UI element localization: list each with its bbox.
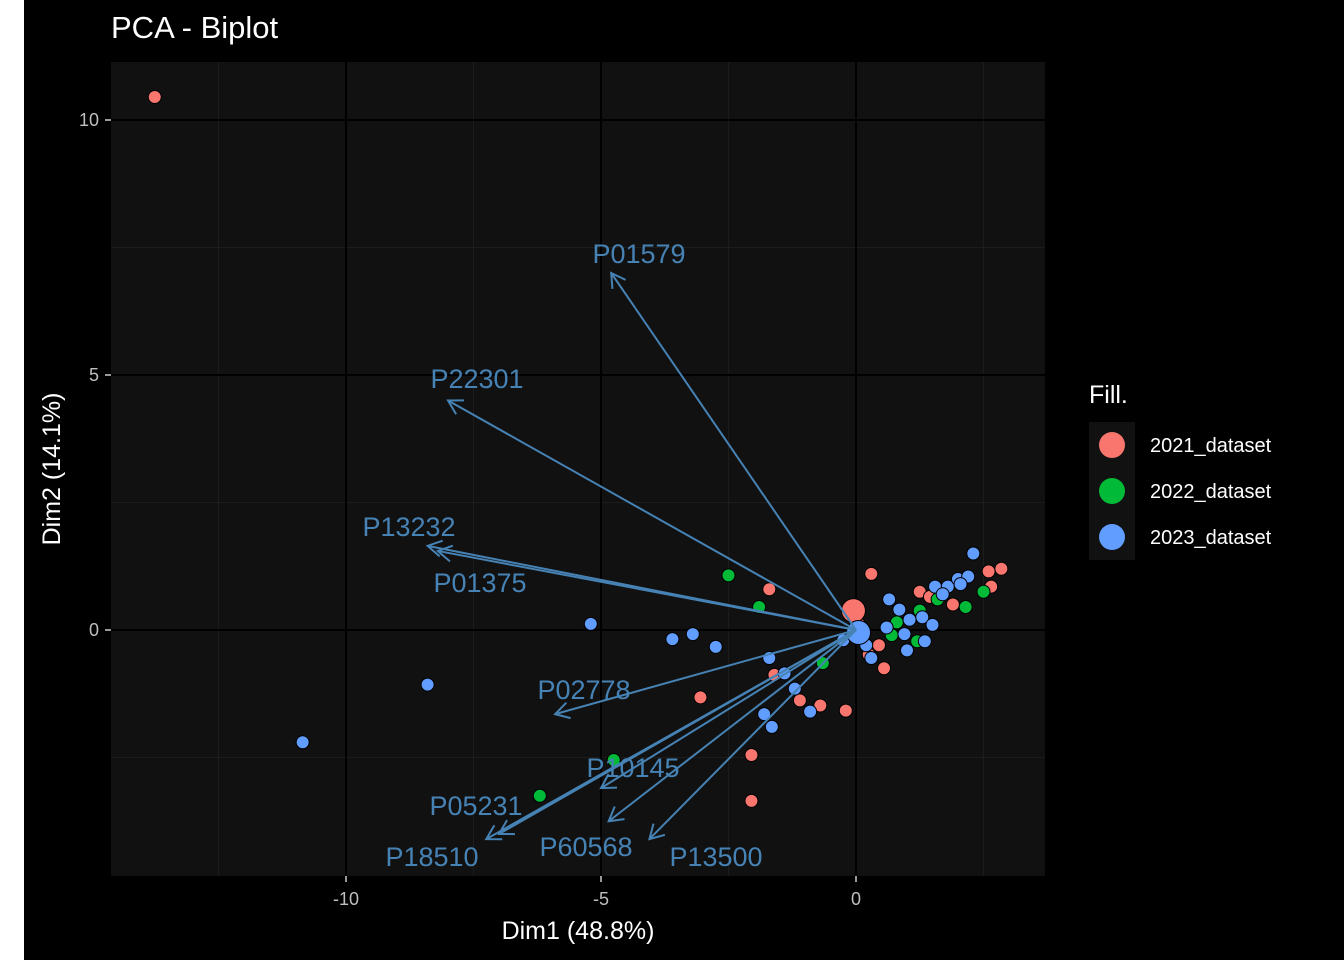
variable-arrows [425, 271, 857, 841]
variable-label: P02778 [537, 675, 630, 705]
data-point [693, 690, 708, 705]
variable-label: P01375 [433, 568, 526, 598]
data-point [532, 788, 547, 803]
data-point [864, 566, 879, 581]
data-point [792, 693, 807, 708]
legend-label: 2023_dataset [1150, 527, 1272, 549]
variable-arrowhead [484, 824, 503, 841]
x-tick-label: -5 [593, 889, 609, 909]
data-point [902, 612, 917, 627]
data-point [897, 627, 912, 642]
chart-title: PCA - Biplot [111, 10, 279, 45]
data-point [744, 747, 759, 762]
axis-ticks: -10 -5 0 0 5 10 [79, 110, 861, 909]
variable-label: P10145 [586, 753, 679, 783]
variable-arrow [610, 272, 857, 631]
data-point [757, 707, 772, 722]
variable-label: P13500 [669, 842, 762, 872]
variable-arrowhead [610, 271, 627, 290]
data-point [764, 719, 779, 734]
data-point [583, 616, 598, 631]
variable-label: P01579 [592, 239, 685, 269]
legend-title: Fill. [1089, 381, 1128, 409]
variable-arrowhead [435, 544, 454, 563]
variable-label: P05231 [429, 791, 522, 821]
data-point [925, 617, 940, 632]
data-point [953, 577, 968, 592]
variable-arrowhead [497, 819, 516, 836]
data-point [420, 677, 435, 692]
variable-label: P13232 [362, 512, 455, 542]
data-point [871, 638, 886, 653]
data-point [882, 592, 897, 607]
data-point [685, 627, 700, 642]
legend-items: 2021_dataset 2022_dataset 2023_dataset [1089, 422, 1272, 560]
data-point [721, 568, 736, 583]
data-point [915, 610, 930, 625]
grid-minor [111, 62, 1045, 876]
data-point [958, 600, 973, 615]
data-point [762, 582, 777, 597]
group-centroid [840, 598, 866, 624]
zero-lines [111, 62, 1045, 876]
data-point [864, 651, 879, 666]
data-point [295, 735, 310, 750]
data-point [744, 793, 759, 808]
data-point [147, 90, 162, 105]
data-point [803, 704, 818, 719]
data-point [981, 564, 996, 579]
legend-key [1099, 432, 1125, 458]
variable-arrowhead [607, 806, 625, 823]
legend-key [1099, 524, 1125, 550]
variable-arrowhead [425, 539, 444, 558]
variable-arrow [447, 399, 857, 631]
x-axis-title: Dim1 (48.8%) [502, 917, 655, 945]
data-point [976, 584, 991, 599]
variable-arrow [600, 629, 857, 789]
data-point [813, 698, 828, 713]
variable-arrow [437, 549, 857, 631]
y-axis-title: Dim2 (14.1%) [38, 393, 66, 546]
y-tick-label: 0 [89, 620, 99, 640]
data-points [147, 90, 1009, 808]
variable-arrowhead [446, 399, 465, 415]
variable-arrow [648, 629, 857, 840]
data-point [945, 597, 960, 612]
y-tick-label: 10 [79, 110, 99, 130]
x-tick-label: 0 [851, 889, 861, 909]
legend-label: 2022_dataset [1150, 481, 1272, 503]
variable-label: P18510 [385, 842, 478, 872]
variable-arrow [554, 629, 857, 716]
data-point [892, 602, 907, 617]
legend-key [1099, 478, 1125, 504]
data-point [665, 632, 680, 647]
data-point [966, 546, 981, 561]
data-point [879, 620, 894, 635]
variable-arrowhead [648, 823, 666, 841]
y-tick-label: 5 [89, 365, 99, 385]
data-point [900, 643, 914, 658]
data-point [838, 703, 853, 718]
variable-arrowhead [553, 702, 571, 720]
legend: Fill. 2021_dataset 2022_dataset 2023_datas… [1089, 381, 1272, 560]
legend-label: 2021_dataset [1150, 435, 1272, 457]
variable-label: P60568 [539, 832, 632, 862]
data-point [787, 681, 802, 696]
data-point [935, 587, 950, 602]
plot-panel [111, 62, 1045, 876]
variable-labels: P01579 P22301 P13232 P01375 P02778 P10145 P052… [362, 239, 762, 872]
data-point [708, 639, 723, 654]
variable-arrowhead [599, 773, 618, 790]
data-point [994, 561, 1009, 576]
x-tick-label: -10 [333, 889, 359, 909]
variable-arrow [485, 629, 857, 840]
variable-label: P22301 [430, 364, 523, 394]
data-point [917, 634, 932, 649]
data-point [877, 661, 892, 676]
variable-arrow [608, 629, 857, 823]
